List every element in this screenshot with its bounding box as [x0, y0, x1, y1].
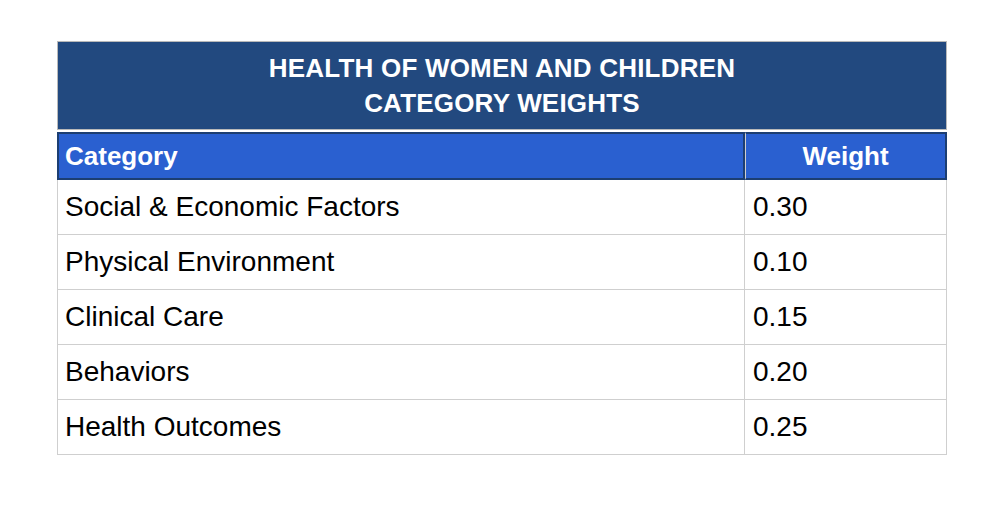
table-row: Social & Economic Factors 0.30 [58, 180, 946, 235]
table-row: Behaviors 0.20 [58, 345, 946, 400]
table-title: HEALTH OF WOMEN AND CHILDREN CATEGORY WE… [57, 41, 947, 130]
category-cell: Clinical Care [58, 290, 745, 344]
table-title-line1: HEALTH OF WOMEN AND CHILDREN [269, 51, 735, 86]
table-title-line2: CATEGORY WEIGHTS [364, 86, 640, 121]
weight-cell: 0.30 [745, 180, 946, 234]
table-row: Clinical Care 0.15 [58, 290, 946, 345]
category-cell: Physical Environment [58, 235, 745, 289]
table-row: Health Outcomes 0.25 [58, 400, 946, 455]
category-cell: Social & Economic Factors [58, 180, 745, 234]
table-body: Social & Economic Factors 0.30 Physical … [57, 180, 947, 455]
category-cell: Health Outcomes [58, 400, 745, 454]
column-header-weight: Weight [745, 132, 947, 180]
category-cell: Behaviors [58, 345, 745, 399]
table-header-row: Category Weight [57, 132, 947, 180]
weight-cell: 0.20 [745, 345, 946, 399]
weight-cell: 0.10 [745, 235, 946, 289]
weight-cell: 0.15 [745, 290, 946, 344]
table-row: Physical Environment 0.10 [58, 235, 946, 290]
category-weights-table: HEALTH OF WOMEN AND CHILDREN CATEGORY WE… [57, 41, 947, 455]
column-header-category: Category [57, 132, 745, 180]
weight-cell: 0.25 [745, 400, 946, 454]
